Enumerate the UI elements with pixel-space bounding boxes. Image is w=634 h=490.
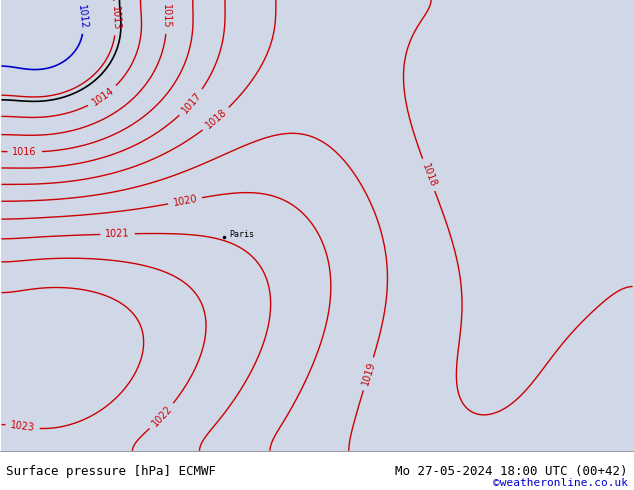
Text: 1023: 1023 [10, 420, 36, 433]
Text: 1018: 1018 [420, 162, 437, 188]
Text: 1021: 1021 [105, 229, 130, 239]
Text: 1015: 1015 [161, 4, 172, 29]
Text: 1016: 1016 [13, 147, 37, 157]
Text: 1017: 1017 [179, 90, 204, 115]
Text: Surface pressure [hPa] ECMWF: Surface pressure [hPa] ECMWF [6, 465, 216, 478]
Text: Mo 27-05-2024 18:00 UTC (00+42): Mo 27-05-2024 18:00 UTC (00+42) [395, 465, 628, 478]
Text: 1018: 1018 [204, 107, 229, 131]
Text: ©weatheronline.co.uk: ©weatheronline.co.uk [493, 478, 628, 488]
Text: 1014: 1014 [90, 86, 115, 108]
Text: 1013: 1013 [110, 5, 121, 30]
Text: Paris: Paris [230, 230, 254, 239]
Text: 1020: 1020 [172, 194, 198, 208]
Text: 1012: 1012 [76, 4, 89, 29]
Text: 1019: 1019 [360, 361, 377, 387]
Text: 1022: 1022 [150, 404, 174, 429]
